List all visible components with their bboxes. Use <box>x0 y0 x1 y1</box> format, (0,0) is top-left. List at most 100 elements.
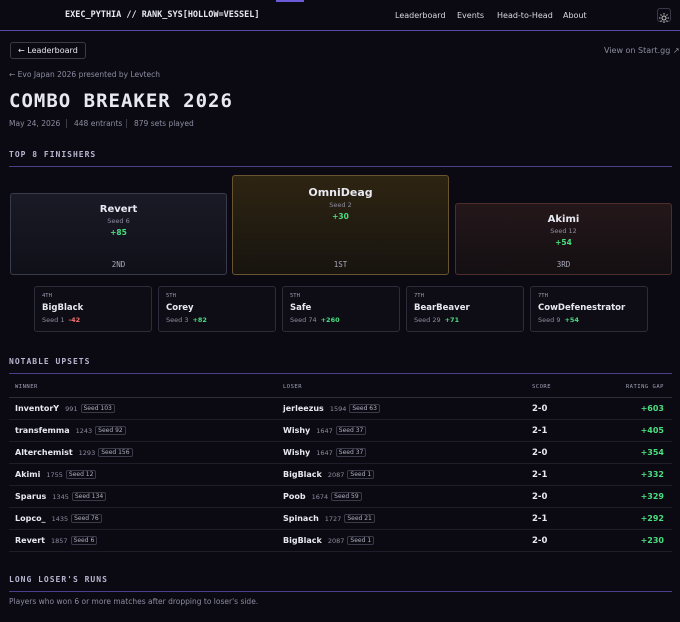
seed-row: Seed 3 +82 <box>166 316 268 324</box>
section-title: TOP 8 FINISHERS <box>9 150 97 159</box>
theme-toggle[interactable] <box>657 8 671 23</box>
seed-chip: Seed 37 <box>335 448 367 457</box>
player-name[interactable]: Alterchemist <box>15 448 73 457</box>
nav-indicator <box>276 0 304 2</box>
placement: 7TH <box>538 293 548 299</box>
rating-delta: +30 <box>332 212 349 221</box>
rating-delta: +54 <box>555 238 572 247</box>
rating-gap: +603 <box>640 404 664 413</box>
player-name[interactable]: Spinach <box>283 514 319 523</box>
loser-cell: jerleezus 1594 Seed 63 <box>283 404 380 413</box>
score: 2-0 <box>532 492 548 502</box>
nav-link[interactable]: About <box>563 11 587 20</box>
nav-bar <box>0 0 680 31</box>
finisher-card[interactable]: 7TH CowDefenestrator Seed 9 +54 <box>530 286 648 332</box>
rating-delta: +54 <box>564 316 579 324</box>
seed: Seed 3 <box>166 316 189 324</box>
sun-icon <box>659 13 669 23</box>
seed-row: Seed 74 +260 <box>290 316 392 324</box>
rating: 1647 <box>316 449 333 457</box>
score: 2-1 <box>532 470 548 480</box>
podium-card[interactable]: Revert Seed 6 +85 2ND <box>10 193 227 275</box>
rating: 1647 <box>316 427 333 435</box>
page-title: COMBO BREAKER 2026 <box>9 90 233 112</box>
player-name[interactable]: Wishy <box>283 426 311 435</box>
table-rule <box>9 397 672 398</box>
rating: 1727 <box>324 515 342 523</box>
player-name: Revert <box>99 204 138 215</box>
score: 2-0 <box>532 404 548 414</box>
finisher-card[interactable]: 4TH BigBlack Seed 1 -42 <box>34 286 152 332</box>
player-name[interactable]: Lopco_ <box>15 514 46 523</box>
winner-cell: Sparus 1345 Seed 134 <box>15 492 107 501</box>
player-name[interactable]: BigBlack <box>283 470 322 479</box>
rating: 1345 <box>52 493 69 501</box>
seed-chip: Seed 1 <box>347 536 375 545</box>
column-header: WINNER <box>15 384 38 390</box>
nav-link[interactable]: Head-to-Head <box>497 11 553 20</box>
score: 2-0 <box>532 536 548 546</box>
placement: 2ND <box>111 260 126 269</box>
loser-cell: Poob 1674 Seed 59 <box>283 492 362 501</box>
loser-cell: Wishy 1647 Seed 37 <box>283 426 367 435</box>
rating-delta: +260 <box>320 316 340 324</box>
placement: 5TH <box>166 293 176 299</box>
rating: 1293 <box>78 449 96 457</box>
seed-chip: Seed 1 <box>347 470 375 479</box>
rating-gap: +354 <box>640 448 664 457</box>
player-name: Safe <box>290 303 312 313</box>
finisher-card[interactable]: 5TH Corey Seed 3 +82 <box>158 286 276 332</box>
player-name: BigBlack <box>42 303 84 313</box>
podium-card[interactable]: OmniDeag Seed 2 +30 1ST <box>232 175 449 275</box>
placement: 3RD <box>556 260 571 269</box>
seed-chip: Seed 59 <box>331 492 362 501</box>
meta-divider <box>126 119 127 128</box>
seed-chip: Seed 92 <box>95 426 126 435</box>
player-name[interactable]: BigBlack <box>283 536 322 545</box>
table-row <box>9 507 672 508</box>
seed-chip: Seed 76 <box>71 514 102 523</box>
nav-link[interactable]: Leaderboard <box>395 11 446 20</box>
player-name: Corey <box>166 303 194 313</box>
winner-cell: Akimi 1755 Seed 12 <box>15 470 97 479</box>
table-row <box>9 419 672 420</box>
table-row <box>9 463 672 464</box>
winner-cell: Alterchemist 1293 Seed 156 <box>15 448 133 457</box>
player-name[interactable]: InventorY <box>15 404 60 413</box>
breadcrumb[interactable]: ← Evo Japan 2026 presented by Levtech <box>9 70 160 79</box>
rating: 1857 <box>51 537 68 545</box>
seed: Seed 12 <box>550 227 577 235</box>
seed-chip: Seed 134 <box>71 492 107 501</box>
seed-chip: Seed 156 <box>98 448 133 457</box>
player-name[interactable]: jerleezus <box>283 404 324 413</box>
finisher-card[interactable]: 7TH BearBeaver Seed 29 +71 <box>406 286 524 332</box>
player-name[interactable]: Revert <box>15 536 45 545</box>
rating: 991 <box>65 405 78 413</box>
back-button[interactable]: ← Leaderboard <box>10 42 86 59</box>
meta-item: 879 sets played <box>134 119 194 128</box>
column-header: RATING GAP <box>625 384 664 390</box>
external-link[interactable]: View on Start.gg ↗ <box>604 46 680 55</box>
seed-chip: Seed 37 <box>335 426 367 435</box>
player-name[interactable]: Wishy <box>283 448 311 457</box>
seed: Seed 2 <box>329 201 352 209</box>
rating-gap: +329 <box>640 492 664 501</box>
rating: 1674 <box>311 493 329 501</box>
winner-cell: InventorY 991 Seed 103 <box>15 404 115 413</box>
player-name[interactable]: Akimi <box>15 470 41 479</box>
seed: Seed 1 <box>42 316 65 324</box>
finisher-card[interactable]: 5TH Safe Seed 74 +260 <box>282 286 400 332</box>
score: 2-1 <box>532 514 548 524</box>
seed-chip: Seed 63 <box>349 404 380 413</box>
seed-chip: Seed 103 <box>80 404 115 413</box>
nav-link[interactable]: Events <box>457 11 485 20</box>
player-name[interactable]: Poob <box>283 492 306 501</box>
brand[interactable]: EXEC_PYTHIA // RANK_SYS[HOLLOW=VESSEL] <box>65 10 260 20</box>
player-name[interactable]: Sparus <box>15 492 47 501</box>
rating: 1243 <box>75 427 93 435</box>
podium-card[interactable]: Akimi Seed 12 +54 3RD <box>455 203 672 275</box>
loser-cell: Wishy 1647 Seed 37 <box>283 448 367 457</box>
player-name[interactable]: transfemma <box>15 426 70 435</box>
section-subtitle: Players who won 6 or more matches after … <box>9 597 259 606</box>
